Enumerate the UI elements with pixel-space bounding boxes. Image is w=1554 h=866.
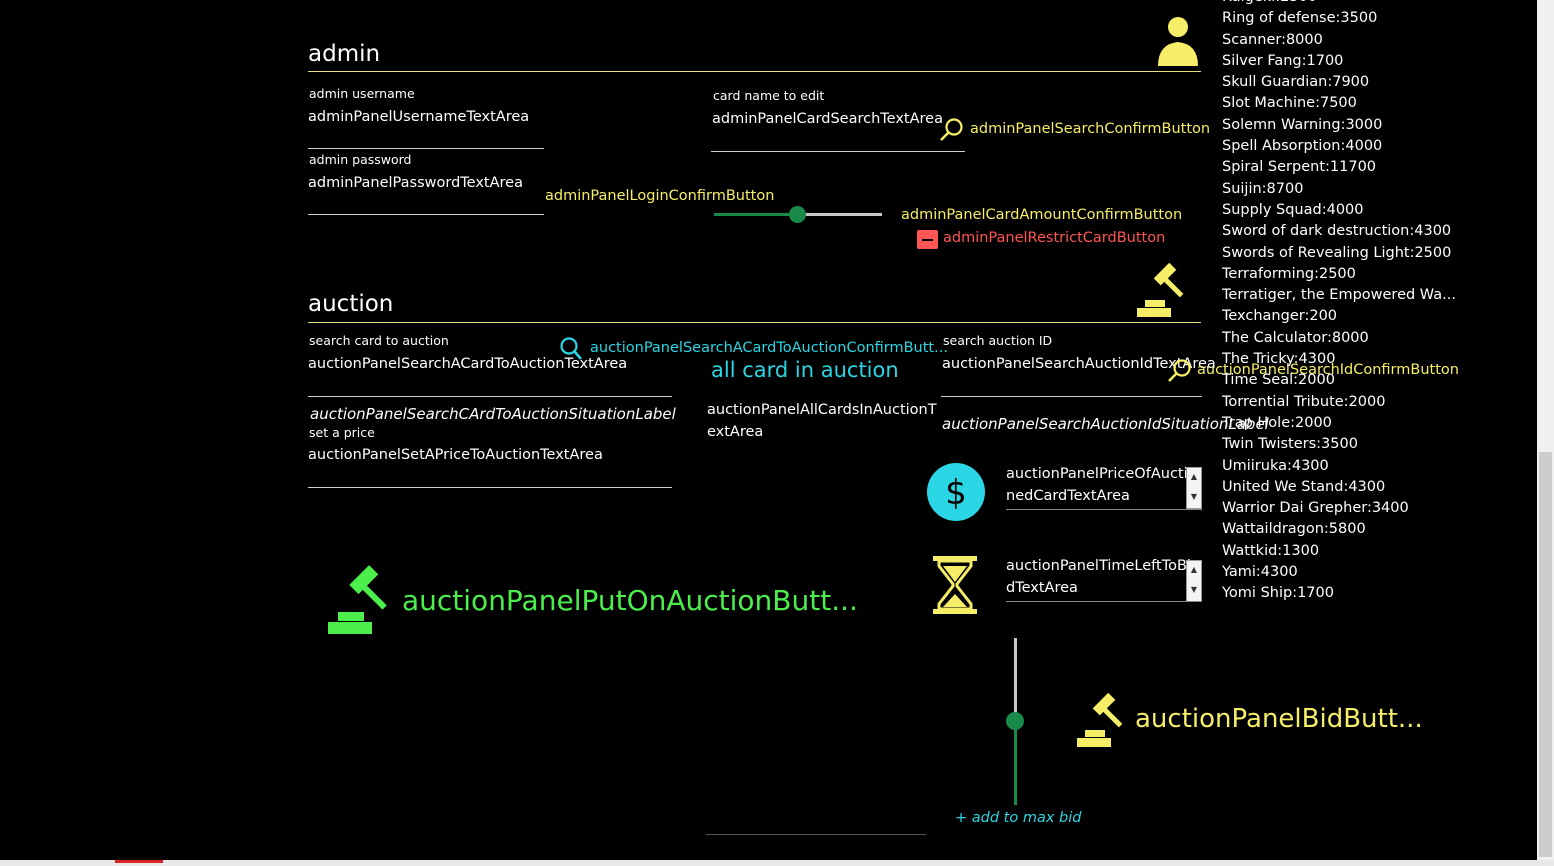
search-icon[interactable]: [1166, 358, 1194, 384]
search-card-label: search card to auction: [309, 333, 449, 348]
price-underline: [1006, 509, 1202, 510]
search-card-confirm-button[interactable]: auctionPanelSearchACardToAuctionConfirmB…: [590, 340, 948, 356]
admin-search-confirm-button[interactable]: adminPanelSearchConfirmButton: [970, 121, 1211, 137]
search-id-field[interactable]: auctionPanelSearchAuctionIdTextArea: [942, 356, 1216, 372]
search-card-underline: [308, 396, 672, 397]
admin-username-field[interactable]: adminPanelUsernameTextArea: [308, 109, 530, 125]
bid-slider-track: [1014, 638, 1017, 721]
all-cards-title: all card in auction: [711, 358, 899, 382]
card-list-item[interactable]: The Tricky:4300: [1222, 351, 1336, 368]
scrollbar-thumb[interactable]: [1539, 452, 1552, 857]
admin-username-label: admin username: [309, 86, 415, 101]
card-list-item[interactable]: Ring of defense:3500: [1222, 10, 1378, 27]
card-list-item[interactable]: Texchanger:200: [1222, 308, 1338, 325]
search-id-label: search auction ID: [943, 333, 1053, 348]
card-list-item[interactable]: Torrential Tribute:2000: [1222, 393, 1386, 410]
search-icon[interactable]: [938, 117, 966, 143]
auction-section-title: auction: [308, 291, 394, 317]
card-list-item[interactable]: Sword of dark destruction:4300: [1222, 223, 1452, 240]
search-id-situation-label: auctionPanelSearchAuctionIdSituationLabe…: [942, 415, 1269, 433]
bid-button[interactable]: auctionPanelBidButt...: [1135, 704, 1423, 734]
search-id-confirm-button[interactable]: auctionPanelSearchIdConfirmButton: [1197, 362, 1459, 378]
all-cards-area-line2[interactable]: extArea: [707, 424, 764, 440]
time-area-line1[interactable]: auctionPanelTimeLeftToBi: [1006, 558, 1191, 574]
set-price-label: set a price: [309, 425, 375, 440]
card-list-item[interactable]: Suijin:8700: [1222, 180, 1304, 197]
search-card-field[interactable]: auctionPanelSearchACardToAuctionTextArea: [308, 356, 628, 372]
card-list-item[interactable]: Yami:4300: [1222, 564, 1298, 581]
card-list-item[interactable]: Spell Absorption:4000: [1222, 138, 1383, 155]
admin-password-label: admin password: [309, 152, 412, 167]
admin-password-underline: [308, 214, 544, 215]
time-area-line2[interactable]: dTextArea: [1006, 580, 1078, 596]
card-search-underline: [711, 151, 965, 152]
restrict-card-button[interactable]: adminPanelRestrictCardButton: [943, 230, 1166, 246]
card-list-item[interactable]: Skull Guardian:7900: [1222, 74, 1370, 91]
slider-track: [798, 213, 882, 216]
admin-password-field[interactable]: adminPanelPasswordTextArea: [308, 175, 523, 191]
card-list-item[interactable]: Solemn Warning:3000: [1222, 116, 1383, 133]
price-area-line1[interactable]: auctionPanelPriceOfAuctio: [1006, 466, 1197, 482]
card-list-item[interactable]: Time Seal:2000: [1222, 372, 1335, 389]
price-area-line2[interactable]: nedCardTextArea: [1006, 488, 1130, 504]
card-list-item[interactable]: Silver Fang:1700: [1222, 52, 1344, 69]
card-list-item[interactable]: Terraforming:2500: [1222, 265, 1356, 282]
card-list-item[interactable]: Trap Hole:2000: [1222, 414, 1332, 431]
bottom-bar: [0, 860, 1554, 866]
admin-login-button[interactable]: adminPanelLoginConfirmButton: [545, 188, 775, 204]
gavel-icon[interactable]: [1075, 693, 1133, 749]
card-amount-confirm-button[interactable]: adminPanelCardAmountConfirmButton: [901, 207, 1183, 223]
card-list-item[interactable]: Scanner:8000: [1222, 31, 1323, 48]
card-search-field[interactable]: adminPanelCardSearchTextArea: [712, 111, 943, 127]
search-id-underline: [941, 396, 1202, 397]
admin-divider: [308, 71, 1201, 72]
card-list-item[interactable]: Spiral Serpent:11700: [1222, 159, 1377, 176]
card-list-item[interactable]: Supply Squad:4000: [1222, 201, 1364, 218]
put-on-auction-button[interactable]: auctionPanelPutOnAuctionButt...: [402, 584, 858, 617]
dollar-icon: $: [927, 463, 985, 521]
set-price-underline: [308, 487, 672, 488]
card-list-item[interactable]: Slot Machine:7500: [1222, 95, 1357, 112]
card-list-item[interactable]: United We Stand:4300: [1222, 478, 1386, 495]
card-edit-label: card name to edit: [713, 88, 825, 103]
slider-thumb[interactable]: [789, 206, 806, 223]
add-max-bid-button[interactable]: + add to max bid: [955, 810, 1082, 826]
card-list-item[interactable]: The Calculator:8000: [1222, 329, 1369, 346]
taskbar-indicator: [115, 860, 163, 863]
search-icon[interactable]: [557, 336, 585, 362]
svg-text:$: $: [945, 473, 967, 513]
user-icon: [1158, 17, 1198, 66]
card-list-item[interactable]: Wattaildragon:5800: [1222, 521, 1366, 538]
hourglass-icon: [933, 556, 977, 614]
time-scroll-arrows[interactable]: ▲ ▼: [1186, 560, 1202, 602]
bid-slider-thumb[interactable]: [1006, 712, 1024, 730]
card-list-item[interactable]: Raigeki:2500: [1222, 0, 1534, 8]
card-list-item[interactable]: Twin Twisters:3500: [1222, 436, 1358, 453]
minus-icon[interactable]: [917, 230, 938, 249]
card-list-item[interactable]: Warrior Dai Grepher:3400: [1222, 500, 1409, 517]
bid-slider-fill: [1014, 721, 1017, 805]
slider-fill: [714, 213, 798, 216]
price-scroll-arrows[interactable]: ▲ ▼: [1186, 467, 1202, 509]
set-price-field[interactable]: auctionPanelSetAPriceToAuctionTextArea: [308, 447, 603, 463]
card-list-item[interactable]: Terratiger, the Empowered Wa...: [1222, 287, 1456, 304]
gavel-icon: [1137, 262, 1184, 317]
gavel-icon[interactable]: [326, 564, 400, 636]
time-underline: [1006, 601, 1202, 602]
all-cards-area-line1[interactable]: auctionPanelAllCardsInAuctionT: [707, 402, 937, 418]
card-list-item[interactable]: Swords of Revealing Light:2500: [1222, 244, 1452, 261]
auction-divider: [308, 322, 1201, 323]
all-cards-underline: [706, 834, 926, 835]
card-list-item[interactable]: Umiiruka:4300: [1222, 457, 1329, 474]
admin-username-underline: [308, 148, 544, 149]
card-list-item[interactable]: Wattkid:1300: [1222, 542, 1320, 559]
card-list[interactable]: Raigeki:2500 Ring of defense:3500 Scanner:…: [1222, 0, 1534, 613]
card-list-item[interactable]: Yomi Ship:1700: [1222, 585, 1334, 602]
search-card-situation-label: auctionPanelSearchCArdToAuctionSituation…: [310, 405, 676, 423]
admin-section-title: admin: [308, 41, 381, 67]
